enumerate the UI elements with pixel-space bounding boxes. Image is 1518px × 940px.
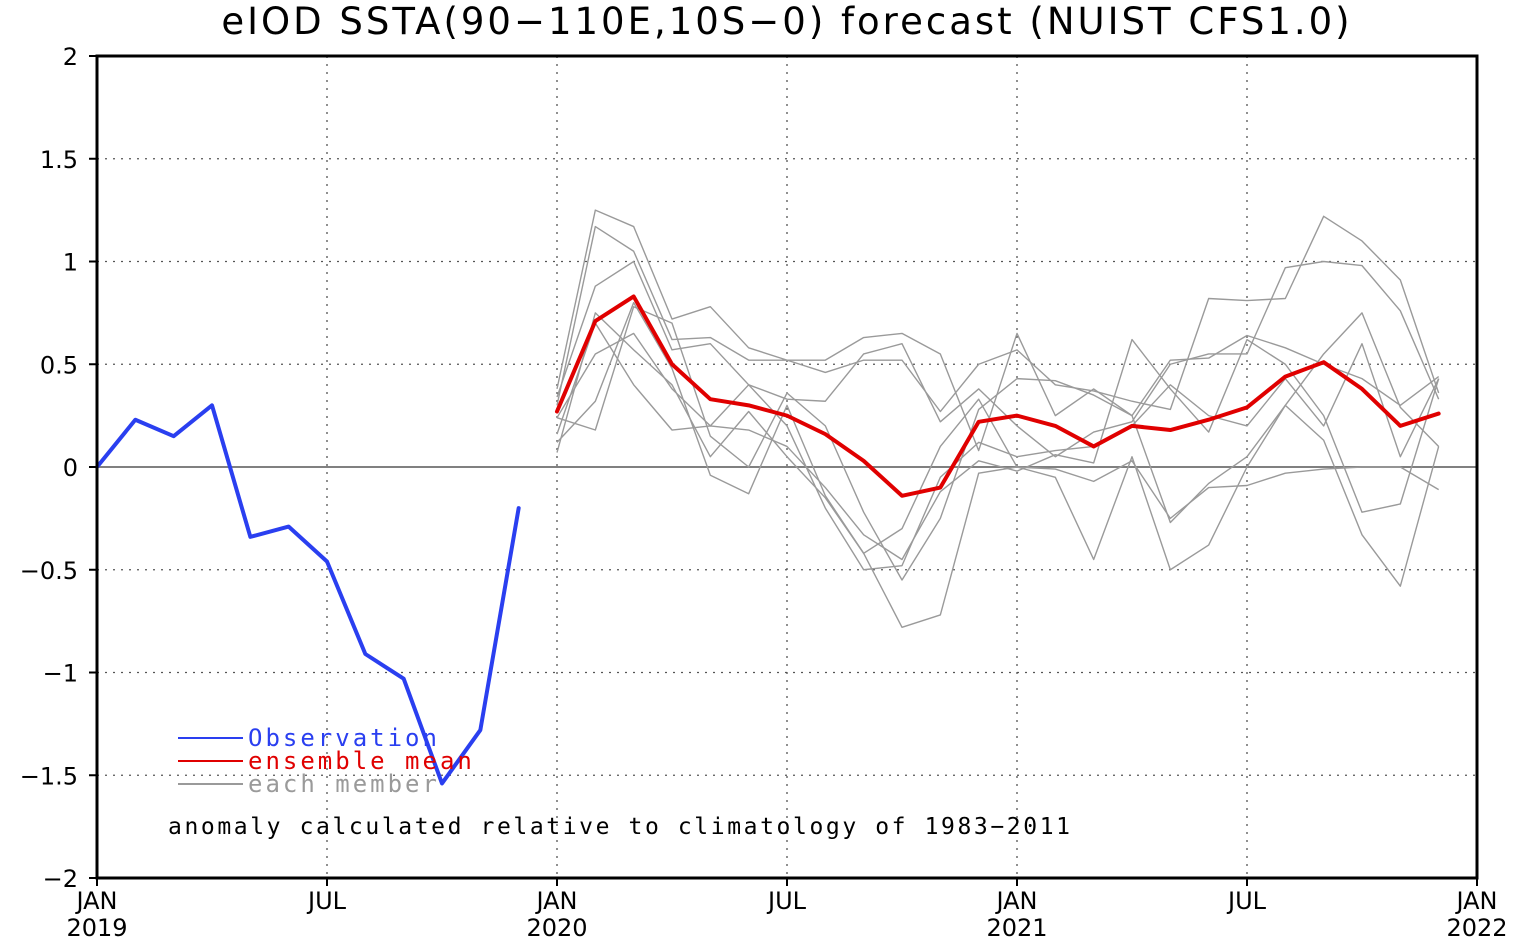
x-tick-year: 2020: [526, 914, 587, 940]
y-tick-label: −2: [43, 865, 78, 893]
x-tick-label: JAN: [74, 887, 117, 915]
x-tick-year: 2019: [66, 914, 127, 940]
y-tick-label: 0.5: [40, 351, 78, 379]
y-axis: 2 1.5 1 0.5 0 −0.5 −1 −1.5 −2: [20, 43, 97, 893]
legend: Observation ensemble mean each member: [178, 724, 475, 798]
member-line: [556, 306, 1440, 581]
y-tick-label: −1.5: [20, 762, 78, 790]
x-tick-label: JUL: [306, 887, 347, 915]
chart-title: eIOD SSTA(90−110E,10S−0) forecast (NUIST…: [221, 0, 1352, 43]
y-tick-label: 1: [63, 249, 78, 277]
series-lines: [95, 294, 1441, 786]
x-tick-year: 2021: [986, 914, 1047, 940]
x-tick-label: JAN: [994, 887, 1037, 915]
y-tick-label: 2: [63, 43, 78, 71]
x-tick-label: JUL: [1226, 887, 1267, 915]
member-line: [556, 215, 1440, 413]
mean-line: [555, 294, 1441, 498]
legend-each-member-label: each member: [248, 770, 440, 798]
member-line: [556, 301, 1440, 628]
legend-ensemble-mean-label: ensemble mean: [248, 747, 475, 775]
member-line: [556, 322, 1440, 561]
member-lines: [556, 209, 1440, 628]
member-line: [556, 312, 1440, 587]
observation-line: [95, 403, 521, 786]
grid: [97, 56, 1477, 878]
climatology-note: anomaly calculated relative to climatolo…: [168, 814, 1073, 840]
member-line: [556, 209, 1440, 452]
x-tick-year: 2022: [1446, 914, 1507, 940]
x-tick-label: JAN: [1454, 887, 1497, 915]
x-tick-label: JAN: [534, 887, 577, 915]
y-tick-label: −1: [43, 660, 78, 688]
y-tick-label: 1.5: [40, 146, 78, 174]
legend-observation-label: Observation: [248, 724, 440, 752]
y-tick-label: −0.5: [20, 557, 78, 585]
x-tick-label: JUL: [766, 887, 807, 915]
member-line: [556, 332, 1440, 571]
y-tick-label: 0: [63, 454, 78, 482]
member-line: [556, 260, 1440, 458]
